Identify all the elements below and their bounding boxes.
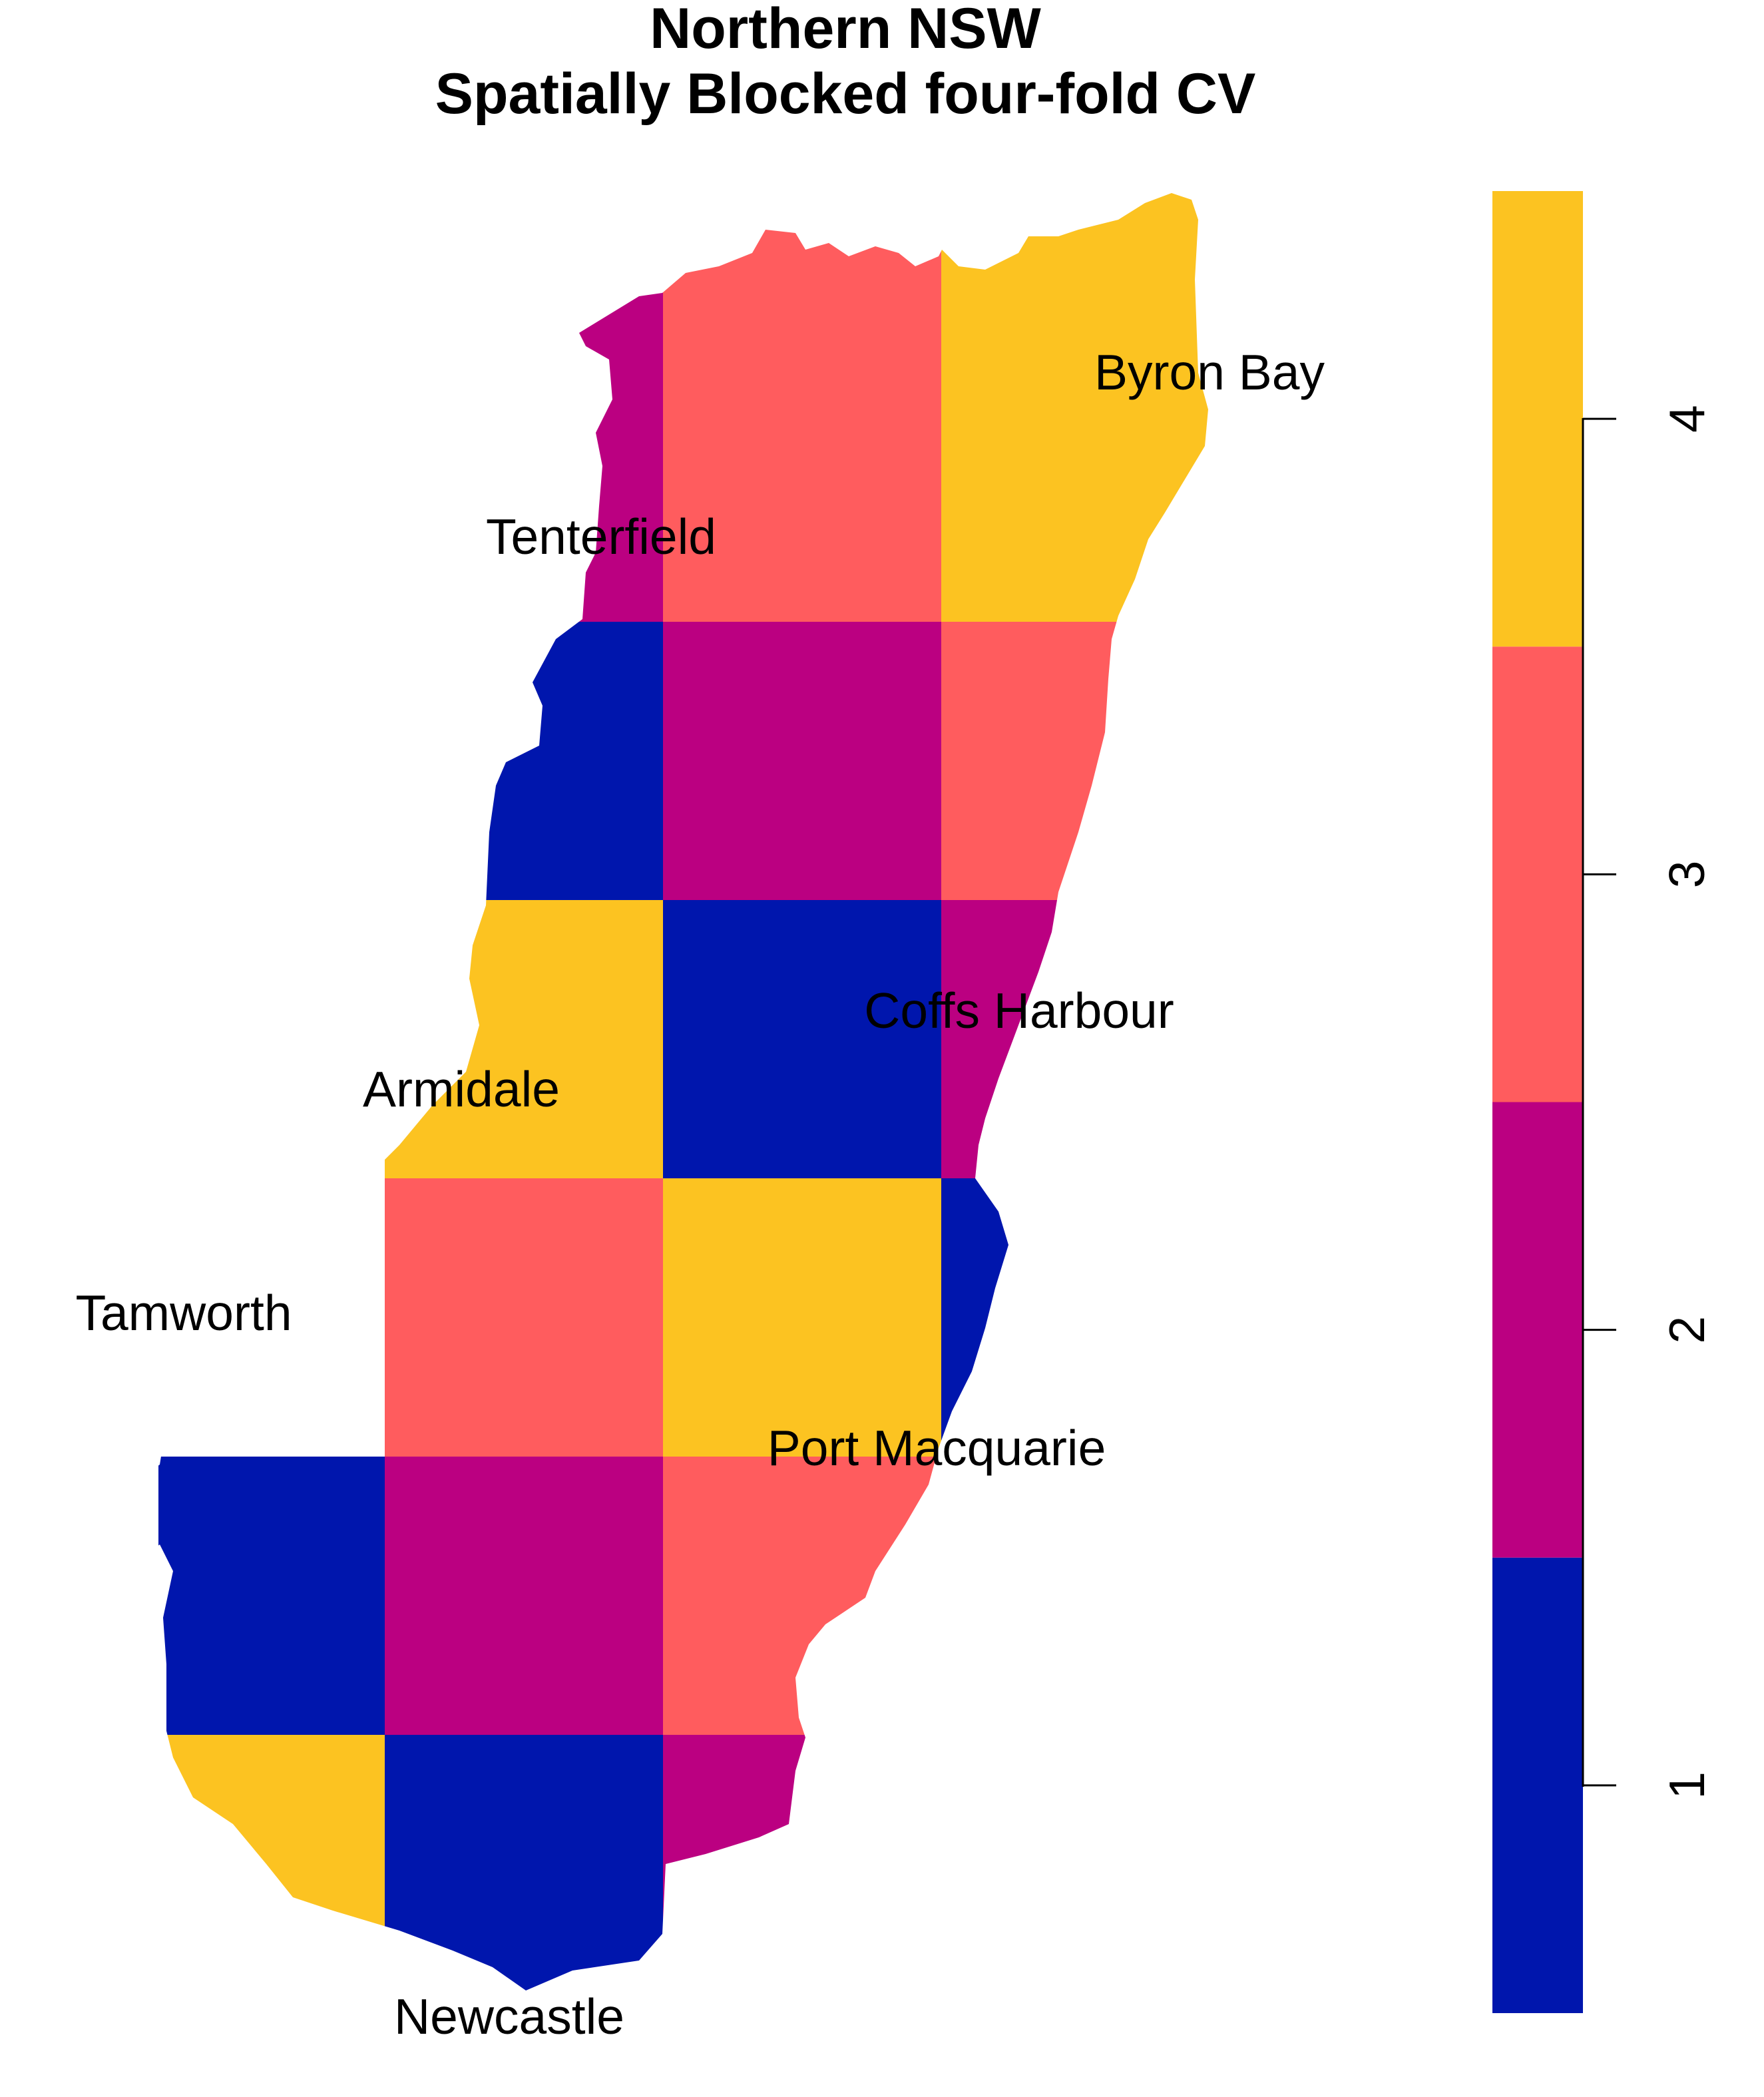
fold-block-r5-c4 — [941, 1457, 1208, 1735]
legend-tick-label-3: 3 — [1659, 861, 1715, 889]
legend-tick-label-4: 4 — [1659, 405, 1715, 433]
fold-block-r3-c2 — [385, 900, 663, 1178]
fold-block-r6-c3 — [663, 1735, 941, 1990]
fold-block-r4-c4 — [941, 1178, 1208, 1457]
fold-block-r1-c3 — [663, 344, 941, 622]
fold-block-tail-2 — [663, 2013, 941, 2080]
place-labels: Byron Bay Tenterfield Coffs Harbour Armi… — [75, 344, 1325, 2044]
legend-tick-label-2: 2 — [1659, 1316, 1715, 1344]
fold-blocks — [158, 193, 1208, 2080]
color-legend: 1 2 3 4 — [1492, 191, 1715, 2013]
legend-color-bands — [1492, 191, 1583, 2013]
place-label-byron-bay: Byron Bay — [1094, 344, 1325, 400]
map-title-line-1: Northern NSW — [650, 0, 1041, 61]
legend-band-3 — [1492, 646, 1583, 1102]
legend-tick-label-1: 1 — [1659, 1771, 1715, 1799]
fold-block-r1-c2 — [385, 344, 663, 622]
place-label-coffs-harbour: Coffs Harbour — [864, 983, 1174, 1039]
fold-block-r3-c3 — [663, 900, 941, 1178]
fold-block-r2-c4 — [941, 622, 1208, 900]
fold-block-r6-c2 — [385, 1735, 663, 1990]
fold-block-r2-c3 — [663, 622, 941, 900]
fold-block-top-3 — [941, 193, 1208, 344]
fold-block-r4-c3 — [663, 1178, 941, 1457]
fold-block-r6-c1 — [158, 1735, 385, 1990]
legend-band-1 — [1492, 1557, 1583, 2013]
place-label-tenterfield: Tenterfield — [486, 509, 716, 565]
fold-block-r5-c3 — [663, 1457, 941, 1735]
fold-block-r2-c2 — [385, 622, 663, 900]
fold-block-r3-c4 — [941, 900, 1208, 1178]
legend-band-2 — [1492, 1102, 1583, 1558]
place-label-newcastle: Newcastle — [394, 1988, 624, 2044]
legend-band-4 — [1492, 191, 1583, 647]
place-label-armidale: Armidale — [363, 1061, 560, 1117]
place-label-port-macquarie: Port Macquarie — [768, 1420, 1106, 1476]
fold-block-top-2 — [663, 193, 941, 344]
fold-block-r5-c2 — [385, 1457, 663, 1735]
place-label-tamworth: Tamworth — [75, 1285, 292, 1341]
fold-block-r4-c2 — [385, 1178, 663, 1457]
fold-block-r5-c1 — [158, 1457, 385, 1735]
map-title-line-2: Spatially Blocked four-fold CV — [435, 62, 1256, 126]
legend-ticks: 1 2 3 4 — [1583, 405, 1715, 1799]
fold-block-top-1 — [385, 193, 663, 344]
